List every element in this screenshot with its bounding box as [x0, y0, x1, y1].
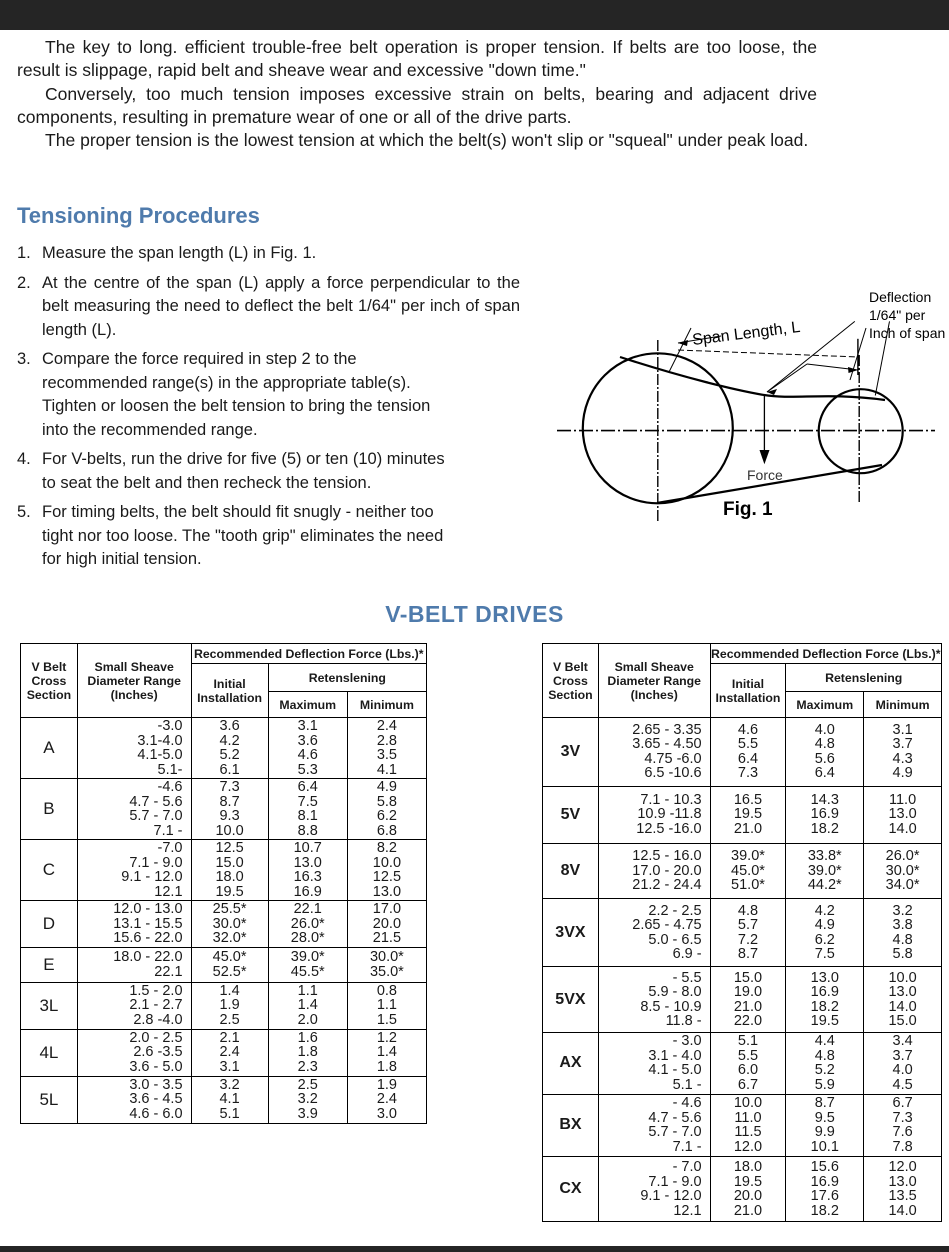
svg-text:Force: Force [747, 467, 783, 483]
svg-text:1/64" per: 1/64" per [869, 307, 926, 323]
svg-text:Span Length, L: Span Length, L [691, 319, 801, 349]
svg-text:Deflection: Deflection [869, 289, 931, 305]
svg-text:Inch of span: Inch of span [869, 325, 945, 341]
svg-text:Fig. 1: Fig. 1 [723, 499, 773, 520]
